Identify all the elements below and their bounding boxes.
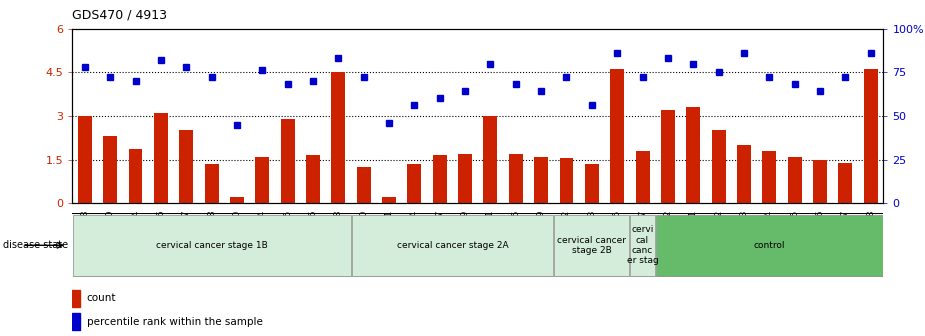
Bar: [407, 164, 422, 203]
Bar: [129, 150, 142, 203]
Bar: [179, 130, 193, 203]
Bar: [154, 113, 167, 203]
Bar: [382, 198, 396, 203]
Bar: [762, 151, 776, 203]
Bar: [661, 110, 675, 203]
Bar: [458, 154, 472, 203]
Bar: [104, 136, 117, 203]
Text: GDS470 / 4913: GDS470 / 4913: [72, 8, 167, 22]
Bar: [433, 155, 447, 203]
Text: percentile rank within the sample: percentile rank within the sample: [87, 317, 263, 327]
Text: cervi
cal
canc
er stag: cervi cal canc er stag: [626, 225, 659, 265]
Bar: [585, 164, 598, 203]
Bar: [686, 107, 700, 203]
Bar: [656, 215, 882, 276]
Bar: [357, 167, 371, 203]
Bar: [255, 157, 269, 203]
Bar: [554, 215, 629, 276]
Bar: [534, 157, 549, 203]
Bar: [838, 163, 852, 203]
Bar: [560, 158, 574, 203]
Bar: [306, 155, 320, 203]
Bar: [813, 160, 827, 203]
Text: cervical cancer
stage 2B: cervical cancer stage 2B: [558, 236, 626, 255]
Bar: [635, 151, 649, 203]
Bar: [230, 198, 244, 203]
Bar: [788, 157, 802, 203]
Bar: [509, 154, 523, 203]
Bar: [864, 69, 878, 203]
Bar: [72, 313, 80, 330]
Bar: [280, 119, 294, 203]
Bar: [72, 290, 80, 307]
Text: control: control: [754, 241, 785, 250]
Bar: [331, 72, 345, 203]
Bar: [73, 215, 351, 276]
Text: cervical cancer stage 1B: cervical cancer stage 1B: [155, 241, 267, 250]
Bar: [711, 130, 725, 203]
Text: count: count: [87, 293, 117, 303]
Bar: [78, 116, 92, 203]
Bar: [610, 69, 624, 203]
Bar: [204, 164, 218, 203]
Bar: [352, 215, 553, 276]
Bar: [484, 116, 498, 203]
Bar: [737, 145, 751, 203]
Text: cervical cancer stage 2A: cervical cancer stage 2A: [397, 241, 508, 250]
Bar: [630, 215, 655, 276]
Text: disease state: disease state: [3, 240, 68, 250]
